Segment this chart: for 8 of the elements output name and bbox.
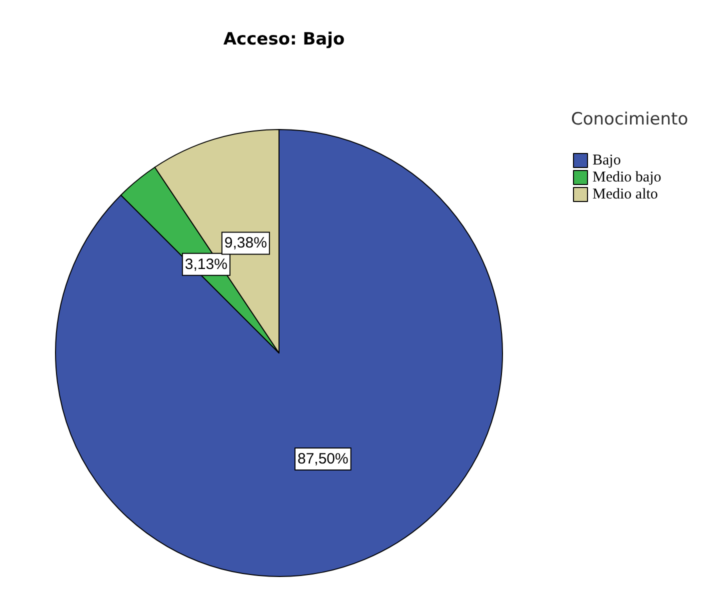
legend-label: Bajo	[592, 152, 621, 168]
legend-label: Medio alto	[592, 186, 658, 202]
data-label: 9,38%	[224, 234, 267, 252]
chart-title: Acceso: Bajo	[223, 30, 345, 50]
legend-title: Conocimiento	[571, 110, 688, 130]
data-label: 3,13%	[184, 256, 228, 273]
data-label: 87,50%	[297, 450, 348, 468]
legend-label: Medio bajo	[592, 170, 662, 186]
